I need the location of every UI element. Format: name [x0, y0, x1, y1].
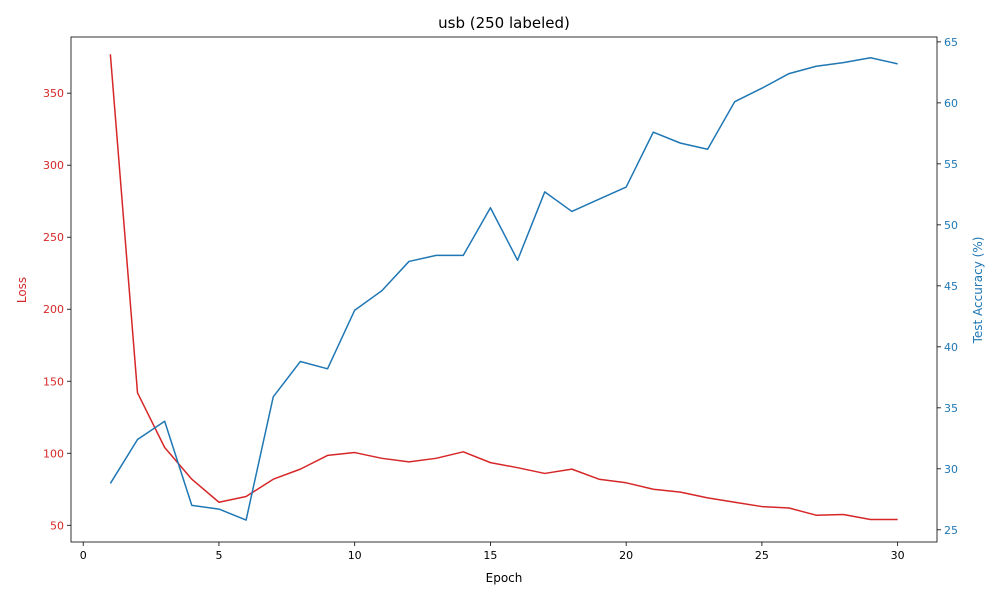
chart-title: usb (250 labeled)	[438, 14, 570, 32]
y-left-tick-label: 300	[43, 159, 64, 172]
y-right-tick-label: 60	[944, 97, 958, 110]
y-axis-label-left: Loss	[15, 277, 29, 303]
x-tick-label: 25	[755, 549, 769, 562]
y-right-tick-label: 55	[944, 158, 958, 171]
loss-series-line	[109, 54, 898, 521]
y-right-tick-label: 45	[944, 280, 958, 293]
y-left-tick-label: 350	[43, 87, 64, 100]
x-tick-label: 0	[80, 549, 87, 562]
y-right-tick-label: 65	[944, 36, 958, 49]
axes-frame	[70, 36, 938, 543]
y-right-tick-label: 30	[944, 463, 958, 476]
y-right-tick-label: 50	[944, 219, 958, 232]
x-tick-label: 15	[483, 549, 497, 562]
x-tick-label: 5	[215, 549, 222, 562]
y-right-tick-label: 35	[944, 402, 958, 415]
y-right-tick-label: 25	[944, 524, 958, 537]
x-tick-label: 10	[348, 549, 362, 562]
y-right-tick-label: 40	[944, 341, 958, 354]
y-left-tick-label: 50	[50, 519, 64, 532]
x-tick-label: 20	[619, 549, 633, 562]
x-tick-label: 30	[891, 549, 905, 562]
x-axis-label: Epoch	[486, 571, 523, 585]
y-left-tick-label: 100	[43, 447, 64, 460]
y-left-tick-label: 200	[43, 303, 64, 316]
y-left-tick-label: 150	[43, 375, 64, 388]
y-left-tick-label: 250	[43, 231, 64, 244]
accuracy-series-line	[109, 56, 898, 521]
y-axis-label-right: Test Accuracy (%)	[971, 237, 985, 345]
